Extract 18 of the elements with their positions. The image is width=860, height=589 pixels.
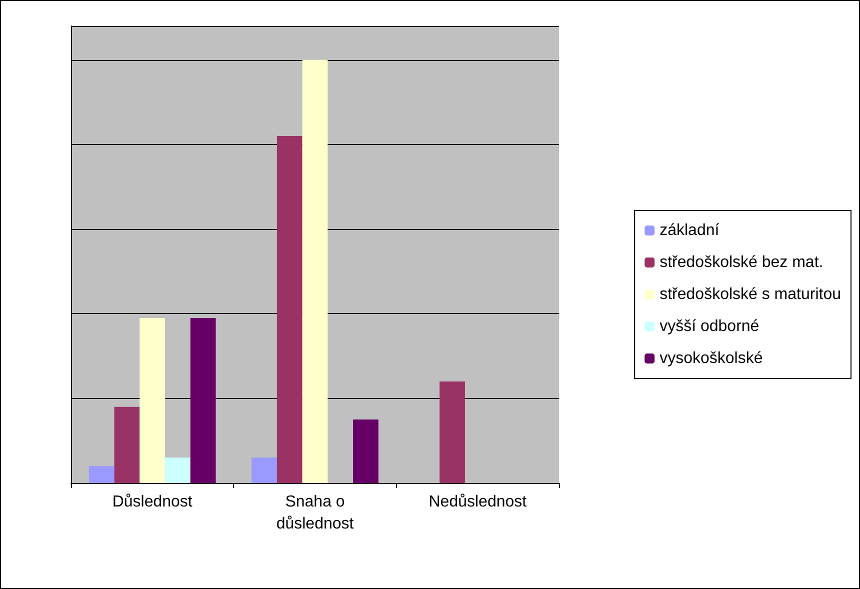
legend-label: vyšší odborné xyxy=(660,318,760,335)
bar xyxy=(88,466,114,483)
x-tick-label: Snaha o důslednost xyxy=(276,494,354,532)
x-tick-label: Důslednost xyxy=(112,494,193,510)
bar xyxy=(165,458,190,483)
legend-label: středoškolské s maturitou xyxy=(660,286,841,303)
bar xyxy=(114,406,140,483)
bar xyxy=(190,318,216,483)
bar xyxy=(276,136,302,483)
legend-label: základní xyxy=(660,222,720,239)
legend-label: středoškolské bez mat. xyxy=(660,254,824,271)
legend-label: vysokoškolské xyxy=(660,350,763,367)
bar xyxy=(252,458,277,483)
x-tick-label: Nedůslednost xyxy=(428,494,528,510)
bar xyxy=(140,318,166,483)
bar xyxy=(353,420,378,483)
bar xyxy=(302,60,328,483)
bar xyxy=(440,381,465,483)
